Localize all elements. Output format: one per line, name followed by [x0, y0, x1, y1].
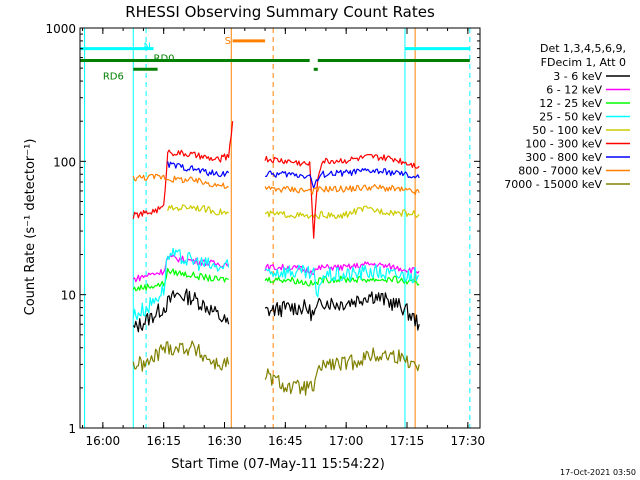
- legend-label-3: 12 - 25 keV: [539, 97, 602, 110]
- series-6-segment-1: [264, 154, 420, 239]
- series-4-segment-0: [132, 247, 230, 321]
- series-9-segment-1: [264, 347, 420, 396]
- x-tick-label-0: 16:00: [86, 434, 121, 448]
- series-6: [132, 121, 420, 239]
- legend-label-1: 3 - 6 keV: [553, 70, 602, 83]
- x-tick-label-3: 16:45: [268, 434, 303, 448]
- series-5-segment-1: [264, 205, 420, 220]
- series-8-segment-1: [264, 184, 420, 196]
- y-axis: 1 10 100 1000: [45, 22, 480, 436]
- y-tick-label-0: 1: [68, 422, 76, 436]
- legend-label-6: 100 - 300 keV: [525, 138, 602, 151]
- series-4: [132, 247, 420, 321]
- series-2-segment-1: [264, 261, 420, 276]
- series-5: [167, 204, 420, 220]
- y-tick-label-3: 1000: [45, 22, 76, 36]
- series-1-segment-0: [132, 288, 230, 333]
- series-4-segment-1: [264, 264, 420, 298]
- legend-label-5: 50 - 100 keV: [532, 124, 602, 137]
- series-8-segment-0: [132, 173, 229, 189]
- flag-label-rd6: RD6: [103, 71, 124, 82]
- series-5-segment-0: [167, 204, 229, 216]
- x-tick-label-5: 17:15: [390, 434, 425, 448]
- x-tick-label-6: 17:30: [451, 434, 486, 448]
- series-9: [132, 340, 420, 396]
- x-tick-label-4: 17:00: [329, 434, 364, 448]
- y-tick-label-1: 10: [61, 289, 76, 303]
- flag-label-n: N: [144, 42, 151, 53]
- plot-frame: [79, 27, 481, 429]
- x-axis-label: Start Time (07-May-11 15:54:22): [171, 457, 385, 472]
- footer-timestamp: 17-Oct-2021 03:50: [560, 468, 636, 477]
- series-3-segment-0: [132, 267, 229, 292]
- y-axis-label: Count Rate (s⁻¹ detector⁻¹): [23, 139, 38, 316]
- legend: Det 1,3,4,5,6,9,FDecim 1, Att 03 - 6 keV…: [504, 42, 630, 191]
- y-tick-label-2: 100: [53, 155, 76, 169]
- series-6-segment-0: [132, 121, 234, 219]
- legend-label-9: 7000 - 15000 keV: [504, 178, 602, 191]
- legend-label-4: 25 - 50 keV: [539, 111, 602, 124]
- series-7-segment-1: [265, 168, 420, 189]
- legend-header-1: FDecim 1, Att 0: [541, 56, 626, 69]
- x-axis: 16:00 16:15 16:30 16:45 17:00 17:15 17:30: [82, 28, 486, 448]
- x-tick-label-2: 16:30: [207, 434, 242, 448]
- chart-title: RHESSI Observing Summary Count Rates: [125, 3, 435, 21]
- series-7: [167, 161, 420, 189]
- flag-label-rd0: RD0: [154, 54, 175, 65]
- flag-label-s: S: [225, 36, 231, 47]
- series-1: [132, 288, 420, 333]
- legend-label-2: 6 - 12 keV: [546, 84, 602, 97]
- series-8: [132, 173, 420, 196]
- series-1-segment-1: [264, 291, 420, 331]
- legend-label-8: 800 - 7000 keV: [518, 165, 602, 178]
- legend-header-0: Det 1,3,4,5,6,9,: [540, 42, 626, 55]
- x-tick-label-1: 16:15: [146, 434, 181, 448]
- series-9-segment-0: [132, 340, 230, 372]
- legend-label-7: 300 - 800 keV: [525, 151, 602, 164]
- series-7-segment-0: [167, 161, 230, 178]
